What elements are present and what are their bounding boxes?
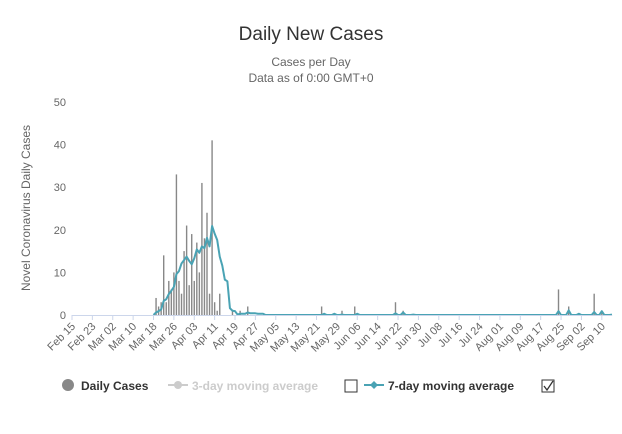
y-tick-label: 30 xyxy=(54,182,66,194)
legend-label-7-day-average: 7-day moving average xyxy=(388,379,514,393)
daily-cases-bar[interactable] xyxy=(203,238,206,315)
daily-cases-bar[interactable] xyxy=(198,272,201,315)
daily-cases-bar[interactable] xyxy=(163,255,165,315)
daily-cases-bar[interactable] xyxy=(183,251,185,315)
three-day-average-checkbox[interactable] xyxy=(344,379,358,393)
y-tick-label: 10 xyxy=(54,267,66,279)
daily-cases-bar[interactable] xyxy=(354,306,356,315)
daily-cases-bar[interactable] xyxy=(173,272,175,315)
three-day-legend-marker xyxy=(174,381,182,389)
y-tick-label: 50 xyxy=(54,97,66,109)
legend: Daily Cases 3-day moving average 7-day m… xyxy=(62,379,555,393)
daily-cases-bar[interactable] xyxy=(247,306,249,315)
legend-item-7-day-average[interactable]: 7-day moving average xyxy=(364,379,514,393)
daily-cases-bar[interactable] xyxy=(178,280,180,315)
daily-cases-bar[interactable] xyxy=(188,285,190,315)
daily-cases-bar[interactable] xyxy=(341,310,343,315)
daily-cases-bar[interactable] xyxy=(394,302,397,315)
chart-subtitle-line-2: Data as of 0:00 GMT+0 xyxy=(248,71,373,85)
daily-cases-bar[interactable] xyxy=(193,280,195,315)
daily-cases-legend-marker xyxy=(62,379,74,391)
legend-label-daily-cases: Daily Cases xyxy=(81,379,149,393)
daily-cases-bar[interactable] xyxy=(593,293,595,315)
daily-cases-bar[interactable] xyxy=(206,212,208,315)
daily-cases-bar[interactable] xyxy=(219,293,221,315)
chart-title: Daily New Cases xyxy=(239,24,384,45)
daily-cases-bar[interactable] xyxy=(155,297,157,315)
daily-cases-bar[interactable] xyxy=(557,289,560,315)
daily-cases-bar[interactable] xyxy=(185,225,188,315)
legend-label-3-day-average: 3-day moving average xyxy=(192,379,318,393)
y-tick-label: 40 xyxy=(54,140,66,152)
daily-cases-bar[interactable] xyxy=(320,306,323,315)
legend-item-daily-cases[interactable]: Daily Cases xyxy=(62,379,149,393)
daily-cases-bar[interactable] xyxy=(165,302,167,315)
seven-day-average-checkbox[interactable] xyxy=(541,379,555,393)
checkmark-icon xyxy=(543,380,554,392)
daily-cases-bar[interactable] xyxy=(168,280,170,315)
daily-cases-bar[interactable] xyxy=(191,234,193,315)
y-axis-labels: 0 10 20 30 40 50 xyxy=(54,97,66,322)
daily-cases-bar[interactable] xyxy=(170,289,173,315)
y-tick-label: 0 xyxy=(60,310,66,322)
legend-item-3-day-average[interactable]: 3-day moving average xyxy=(168,379,318,393)
chart-subtitle-line-1: Cases per Day xyxy=(271,55,350,69)
daily-cases-bar[interactable] xyxy=(216,310,218,315)
y-axis-title: Novel Coronavirus Daily Cases xyxy=(19,125,33,291)
daily-cases-bar[interactable] xyxy=(208,293,211,315)
daily-cases-bar[interactable] xyxy=(175,174,178,315)
daily-cases-bar[interactable] xyxy=(213,302,216,315)
daily-cases-bar[interactable] xyxy=(231,310,234,315)
daily-cases-bar[interactable] xyxy=(180,293,183,315)
daily-cases-bar[interactable] xyxy=(196,242,198,315)
seven-day-legend-marker xyxy=(370,381,378,389)
x-axis-ticks xyxy=(71,315,603,320)
y-tick-label: 20 xyxy=(54,225,66,237)
